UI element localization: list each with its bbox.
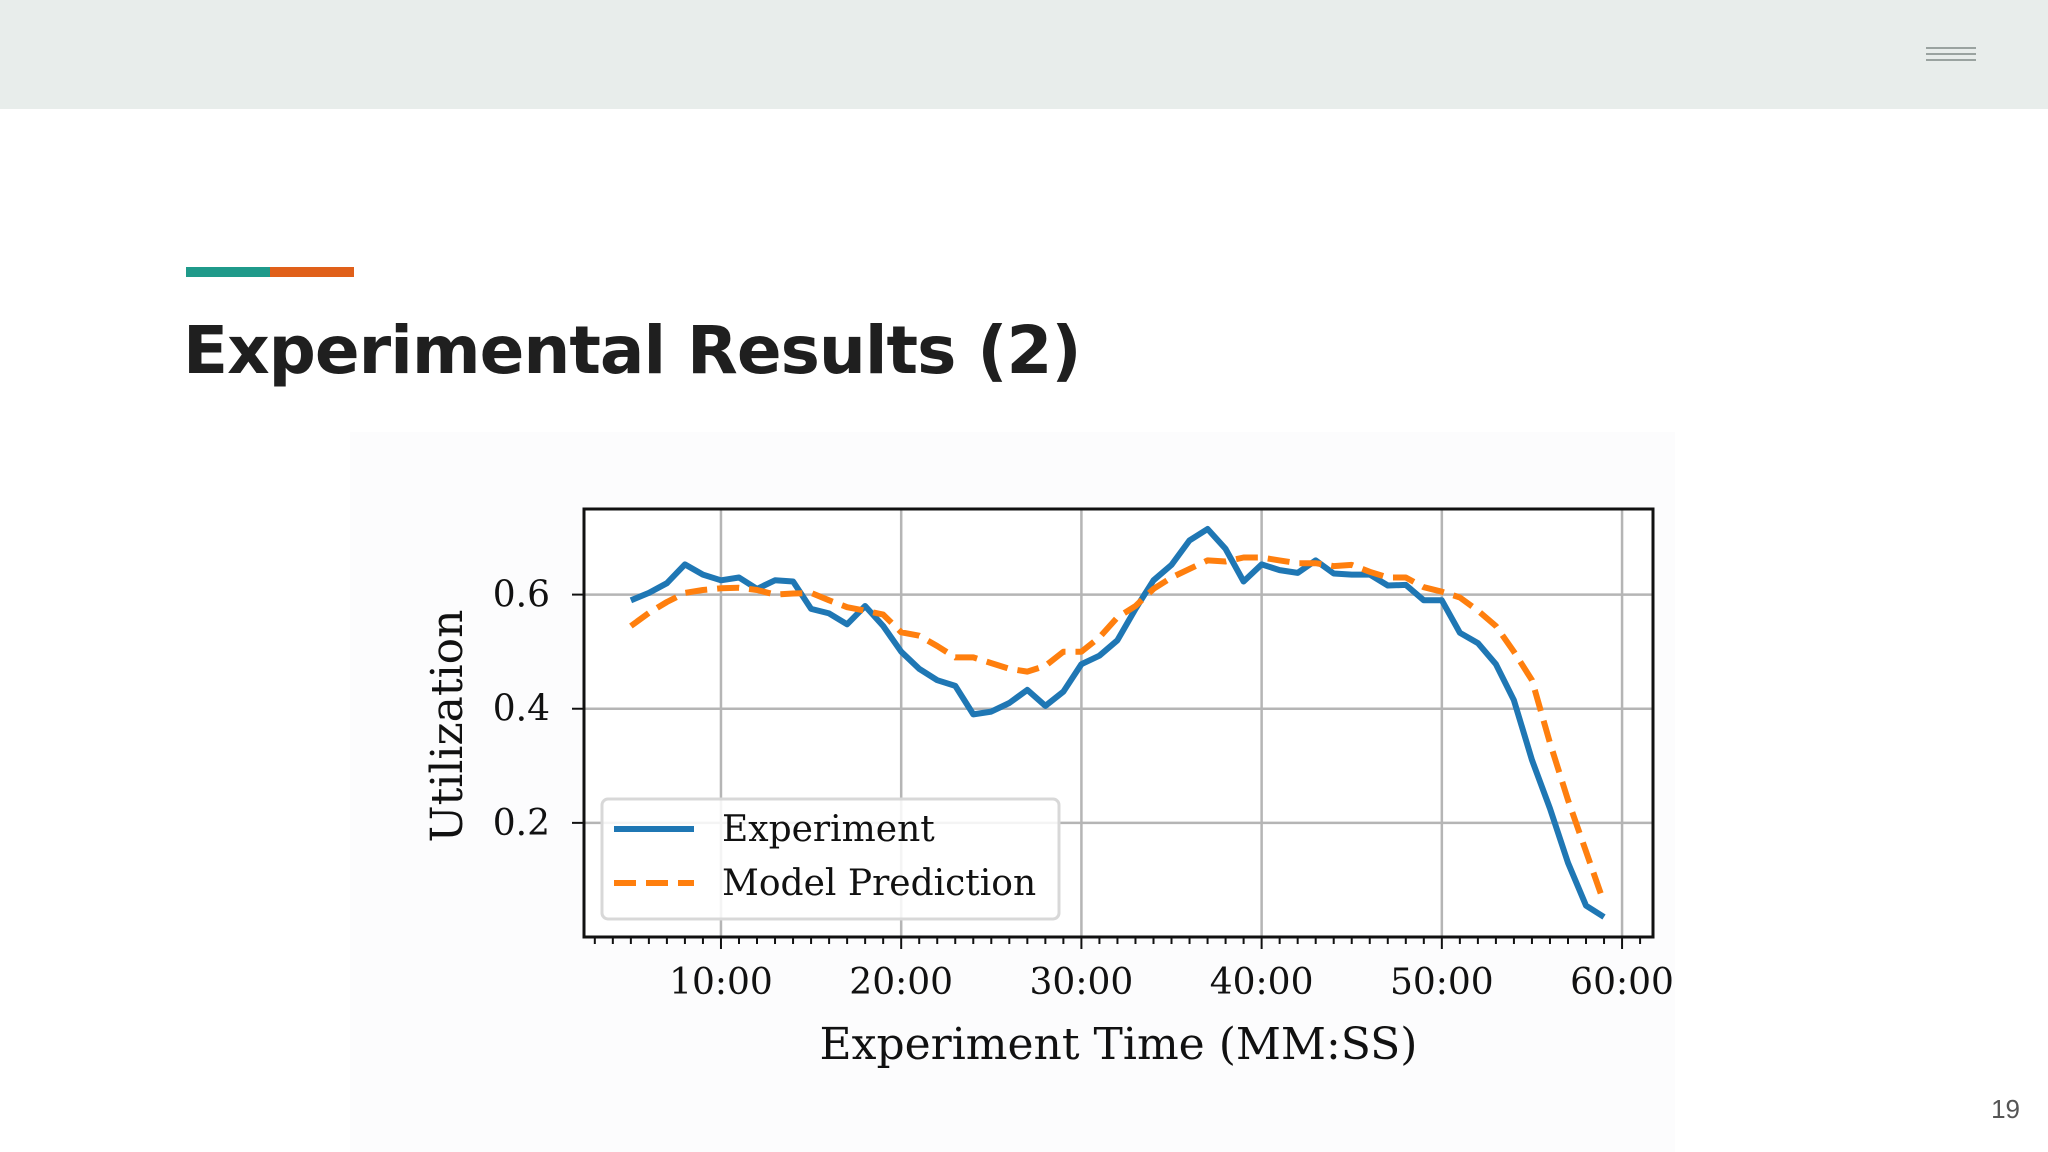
y-tick-label: 0.6: [493, 575, 550, 616]
y-tick-label: 0.4: [493, 689, 550, 730]
series-line-model-prediction: [629, 554, 1607, 904]
menu-line: [1926, 47, 1976, 49]
plot-frame: [582, 507, 1655, 939]
hamburger-icon[interactable]: [1926, 47, 1976, 61]
accent-bar-teal: [186, 267, 270, 277]
series-line-experiment: [629, 526, 1606, 920]
legend-label: Experiment: [722, 809, 935, 850]
x-tick-label: 40:00: [1210, 962, 1314, 1003]
page-number: 19: [1991, 1094, 2020, 1124]
x-tick-label: 50:00: [1390, 962, 1494, 1003]
x-tick-label: 20:00: [849, 962, 953, 1003]
y-axis-label: Utilization: [422, 610, 473, 843]
x-tick-label: 60:00: [1570, 962, 1674, 1003]
accent-bar-orange: [270, 267, 354, 277]
legend-box: [600, 797, 1061, 921]
top-band: [0, 0, 2048, 109]
slide-title: Experimental Results (2): [183, 312, 1082, 389]
x-tick-label: 10:00: [669, 962, 773, 1003]
menu-line: [1926, 59, 1976, 61]
menu-line: [1926, 53, 1976, 55]
x-axis-label: Experiment Time (MM:SS): [820, 1019, 1418, 1070]
legend-label: Model Prediction: [722, 863, 1036, 904]
y-tick-label: 0.2: [493, 803, 550, 844]
x-tick-label: 30:00: [1030, 962, 1134, 1003]
